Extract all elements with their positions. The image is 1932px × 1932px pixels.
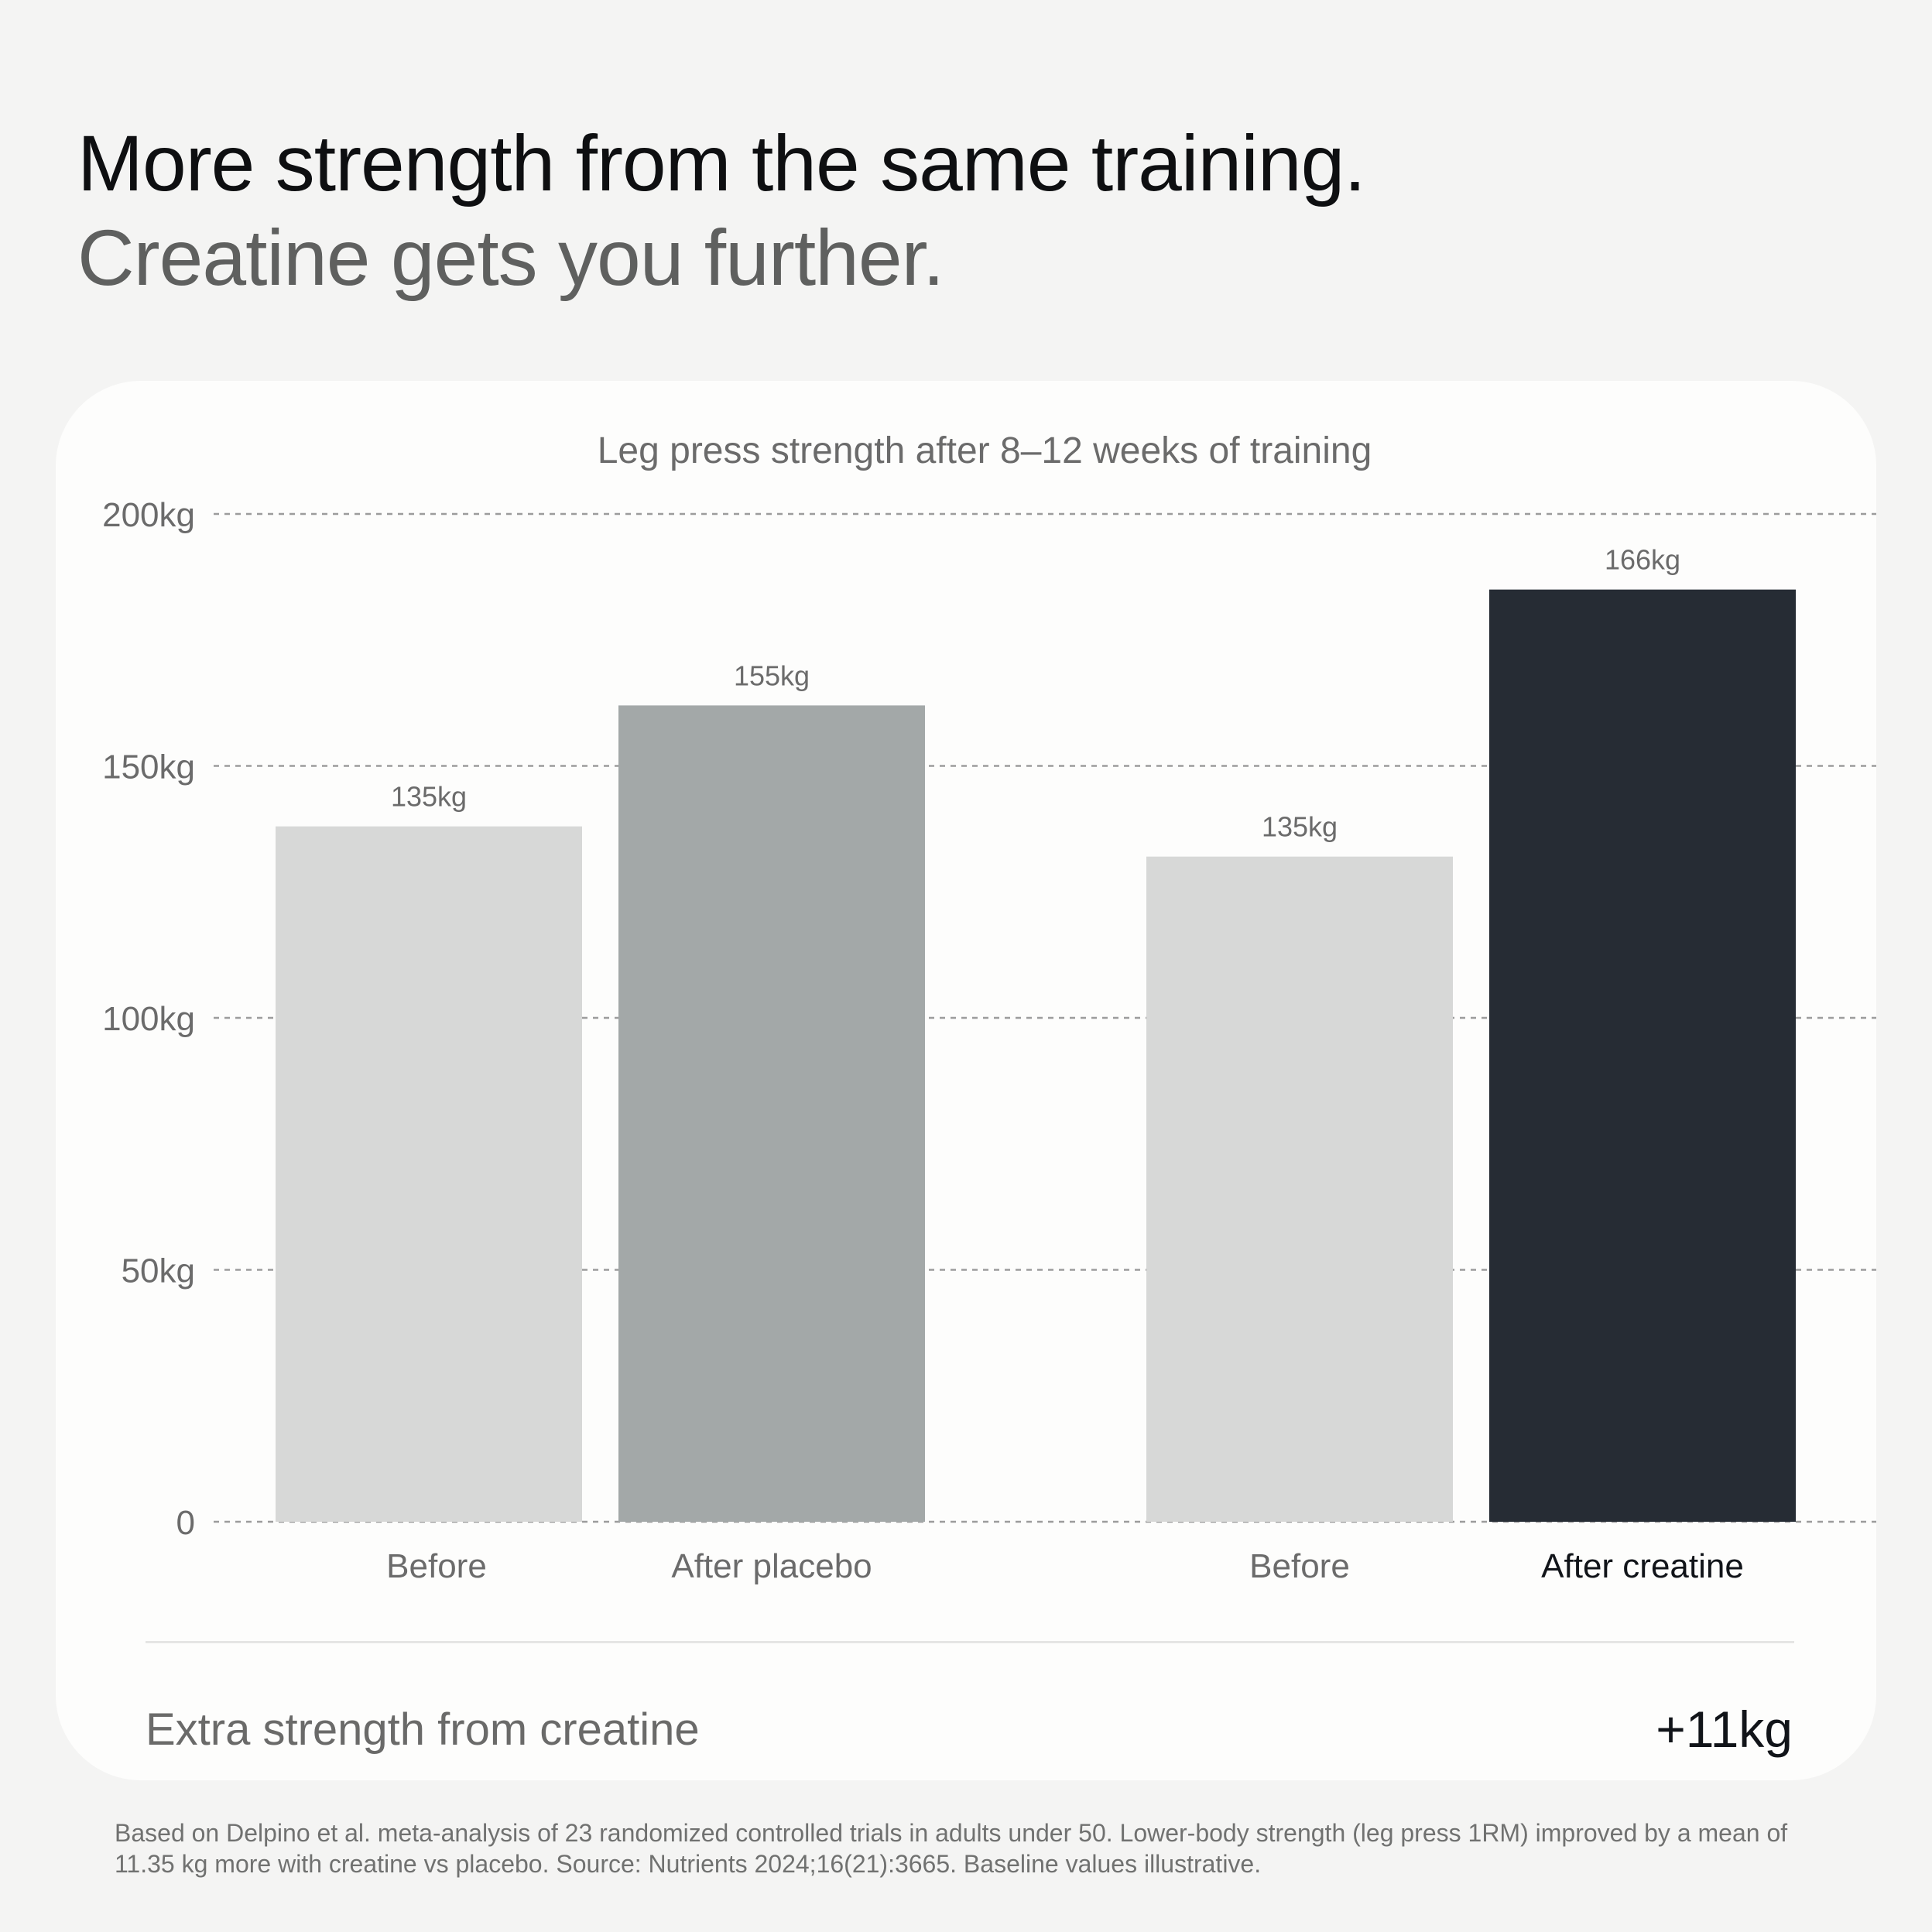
category-label: After placebo (671, 1547, 872, 1585)
headline-subtitle: Creatine gets you further. (77, 214, 944, 302)
y-tick-label: 100kg (102, 1000, 195, 1038)
summary-label: Extra strength from creatine (146, 1704, 700, 1755)
category-label: After creatine (1541, 1547, 1744, 1585)
y-tick-label: 150kg (102, 748, 195, 786)
footnote: Based on Delpino et al. meta-analysis of… (115, 1819, 1788, 1878)
bar-value-label: 135kg (391, 781, 467, 813)
category-label: Before (386, 1547, 487, 1585)
bar-value-label: 155kg (734, 659, 810, 691)
bar-value-label: 135kg (1262, 811, 1338, 843)
y-tick-label: 200kg (102, 496, 195, 534)
bar-1 (618, 705, 925, 1522)
summary-divider (146, 1641, 1794, 1643)
bars (276, 589, 1796, 1522)
bar-chart: Leg press strength after 8–12 weeks of t… (102, 430, 1876, 1585)
category-label: Before (1249, 1547, 1350, 1585)
bar-2 (1146, 856, 1453, 1522)
chart-title: Leg press strength after 8–12 weeks of t… (598, 430, 1372, 471)
y-tick-label: 0 (176, 1504, 195, 1542)
y-tick-label: 50kg (122, 1252, 195, 1290)
headline: More strength from the same training. Cr… (77, 116, 1366, 305)
bar-value-label: 166kg (1605, 544, 1680, 576)
bar-0 (276, 826, 582, 1522)
summary-value: +11kg (1656, 1701, 1793, 1758)
bar-3 (1489, 589, 1796, 1522)
headline-title: More strength from the same training. (77, 119, 1366, 207)
chart-labels: Leg press strength after 8–12 weeks of t… (102, 430, 1744, 1585)
chart-card: Leg press strength after 8–12 weeks of t… (56, 381, 1876, 1780)
